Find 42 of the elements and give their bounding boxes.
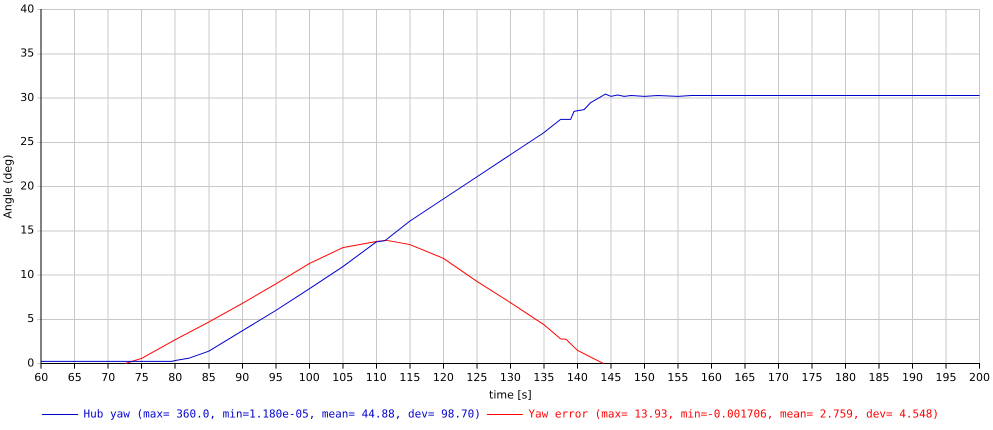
x-tick-label: 170 (768, 371, 789, 384)
x-tick-label: 155 (667, 371, 688, 384)
x-tick-label: 135 (533, 371, 554, 384)
x-tick-label: 165 (734, 371, 756, 384)
y-tick-label: 20 (20, 179, 34, 192)
x-tick-label: 85 (202, 371, 216, 384)
x-tick-label: 115 (399, 371, 420, 384)
y-tick-label: 10 (20, 268, 34, 281)
y-axis-title: Angle (deg) (1, 154, 14, 219)
y-tick-label: 25 (20, 135, 34, 148)
x-tick-label: 70 (101, 371, 116, 384)
x-tick-label: 105 (332, 371, 354, 384)
legend-label: Yaw error (max= 13.93, min=-0.001706, mean= 2.759, dev= 4.548) (528, 407, 939, 420)
x-tick-label: 110 (366, 371, 387, 384)
x-tick-label: 180 (834, 371, 856, 384)
x-tick-label: 60 (34, 371, 48, 384)
x-tick-label: 175 (801, 371, 822, 384)
y-tick-label: 15 (20, 224, 34, 237)
x-tick-label: 190 (902, 371, 923, 384)
x-tick-label: 200 (969, 371, 990, 384)
x-tick-label: 185 (868, 371, 890, 384)
x-tick-label: 100 (298, 371, 320, 384)
x-tick-label: 125 (466, 371, 488, 384)
legend-label: Hub yaw (max= 360.0, min=1.180e-05, mean= 44.88, dev= 98.70) (84, 407, 481, 420)
x-tick-label: 90 (235, 371, 250, 384)
x-tick-label: 130 (500, 371, 521, 384)
x-tick-label: 75 (134, 371, 149, 384)
x-tick-label: 80 (168, 371, 182, 384)
y-tick-label: 35 (20, 46, 34, 60)
x-tick-label: 140 (566, 371, 588, 384)
y-tick-label: 30 (20, 90, 34, 104)
x-tick-label: 95 (268, 371, 283, 384)
y-tick-label: 0 (27, 356, 34, 370)
x-axis-title: time [s] (489, 388, 532, 402)
x-tick-label: 160 (700, 371, 722, 384)
x-tick-label: 145 (600, 371, 622, 384)
y-tick-label: 40 (20, 2, 34, 16)
x-tick-label: 120 (432, 371, 454, 384)
x-tick-label: 65 (68, 371, 82, 384)
x-tick-label: 195 (935, 371, 956, 384)
y-tick-label: 5 (27, 312, 34, 326)
x-tick-label: 150 (634, 371, 655, 384)
